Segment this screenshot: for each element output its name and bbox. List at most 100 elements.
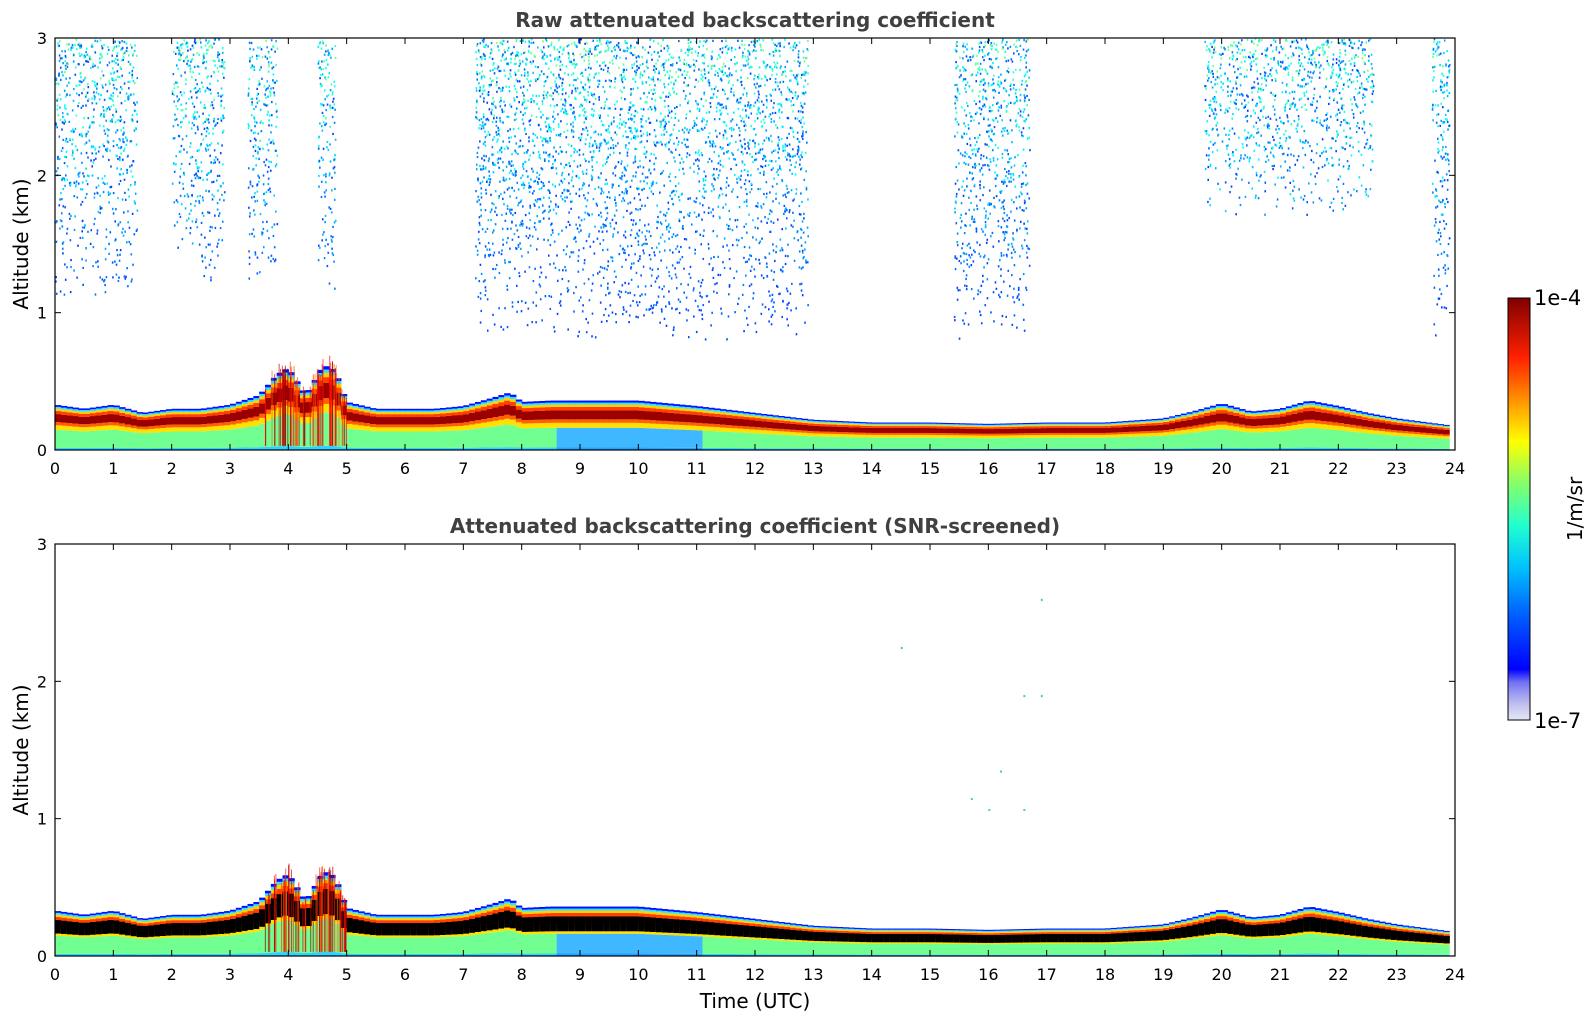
noise-speck <box>272 79 274 82</box>
noise-speck <box>258 80 260 83</box>
noise-speck <box>275 163 278 166</box>
noise-speck <box>132 54 134 57</box>
noise-speck <box>68 182 71 185</box>
noise-speck <box>484 123 487 126</box>
noise-speck <box>88 55 91 58</box>
noise-speck <box>638 193 640 196</box>
noise-speck <box>505 165 508 168</box>
noise-speck <box>267 165 270 169</box>
noise-speck <box>597 85 599 88</box>
noise-speck <box>1015 125 1018 128</box>
noise-speck <box>617 293 620 296</box>
noise-speck <box>257 174 259 177</box>
noise-speck <box>508 186 510 189</box>
noise-speck <box>699 294 702 298</box>
noise-speck <box>516 181 519 184</box>
noise-speck <box>502 197 504 200</box>
noise-speck <box>99 211 101 214</box>
noise-speck <box>536 136 539 139</box>
noise-speck <box>82 266 84 270</box>
noise-speck <box>207 48 209 52</box>
noise-speck <box>739 139 742 142</box>
noise-speck <box>221 58 223 62</box>
noise-speck <box>800 244 803 247</box>
noise-speck <box>191 220 194 223</box>
noise-speck <box>614 107 617 110</box>
noise-speck <box>775 285 778 288</box>
noise-speck <box>543 58 545 61</box>
noise-speck <box>632 161 635 164</box>
noise-speck <box>645 120 647 123</box>
noise-speck <box>202 199 204 202</box>
noise-speck <box>527 71 529 74</box>
noise-speck <box>550 295 553 298</box>
noise-speck <box>786 303 789 306</box>
noise-speck <box>663 62 666 65</box>
noise-speck <box>708 247 710 250</box>
noise-speck <box>769 66 772 69</box>
noise-speck <box>710 57 713 61</box>
noise-speck <box>252 154 255 158</box>
noise-speck <box>717 176 719 180</box>
noise-speck <box>95 261 97 264</box>
noise-speck <box>181 121 183 124</box>
noise-speck <box>659 96 661 99</box>
noise-speck <box>513 232 516 236</box>
noise-speck <box>82 79 85 82</box>
noise-speck <box>487 130 490 134</box>
noise-speck <box>753 268 756 271</box>
noise-speck <box>797 53 800 56</box>
noise-speck <box>333 80 335 83</box>
noise-speck <box>109 120 112 123</box>
noise-speck <box>189 70 192 73</box>
noise-speck <box>673 106 676 110</box>
noise-speck <box>550 223 552 226</box>
noise-speck <box>503 259 506 262</box>
noise-speck <box>132 263 134 266</box>
noise-speck <box>87 82 89 86</box>
noise-speck <box>324 123 326 127</box>
noise-speck <box>204 89 207 92</box>
noise-speck <box>493 114 496 117</box>
noise-speck <box>61 121 64 124</box>
noise-speck <box>652 78 655 81</box>
noise-speck <box>592 274 595 277</box>
noise-speck <box>652 40 655 43</box>
noise-speck <box>755 204 757 208</box>
noise-speck <box>503 110 505 113</box>
noise-speck <box>328 172 331 175</box>
noise-speck <box>536 171 538 174</box>
noise-speck <box>481 121 484 124</box>
noise-speck <box>256 256 259 259</box>
noise-speck <box>498 100 501 104</box>
noise-speck <box>713 151 716 154</box>
noise-speck <box>673 326 675 329</box>
noise-speck <box>547 154 549 157</box>
noise-speck <box>482 167 485 170</box>
noise-speck <box>664 127 666 131</box>
noise-speck <box>578 136 580 140</box>
noise-speck <box>664 120 667 123</box>
noise-speck <box>689 48 691 51</box>
noise-speck <box>329 89 332 92</box>
noise-speck <box>85 135 87 138</box>
noise-speck <box>772 200 774 203</box>
noise-speck <box>571 91 573 95</box>
noise-speck <box>713 290 715 293</box>
noise-speck <box>183 148 185 151</box>
noise-speck <box>759 112 762 115</box>
noise-speck <box>78 175 80 178</box>
noise-speck <box>606 268 608 271</box>
noise-speck <box>221 220 224 223</box>
noise-speck <box>500 151 503 154</box>
noise-speck <box>803 255 805 259</box>
noise-speck <box>110 72 112 75</box>
noise-speck <box>766 275 769 278</box>
noise-speck <box>267 95 269 98</box>
noise-speck <box>85 47 88 50</box>
noise-speck <box>650 182 653 185</box>
noise-speck <box>562 78 564 81</box>
noise-speck <box>96 229 99 232</box>
noise-speck <box>199 41 202 44</box>
noise-speck <box>587 76 589 79</box>
